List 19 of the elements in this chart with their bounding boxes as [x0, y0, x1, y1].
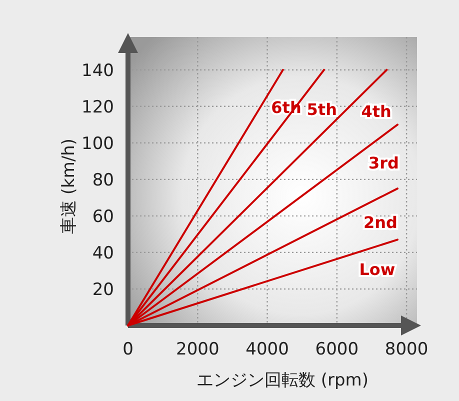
x-tick-label: 4000	[246, 340, 289, 360]
x-tick-label: 6000	[315, 340, 359, 360]
y-tick-label: 80	[92, 170, 114, 190]
series-label: 3rd	[368, 153, 399, 172]
x-tick-label: 2000	[176, 340, 220, 360]
x-tick-label: 0	[122, 340, 134, 360]
y-tick-label: 120	[82, 97, 114, 118]
y-tick-label: 100	[82, 134, 114, 154]
y-tick-label: 40	[92, 243, 114, 264]
y-tick-label: 140	[82, 60, 114, 81]
series-label: 5th	[306, 100, 337, 119]
y-tick-label: 20	[92, 280, 114, 300]
x-tick-label: 8000	[384, 340, 428, 360]
y-tick-label: 60	[92, 206, 114, 227]
y-axis-title: 車速 (km/h)	[59, 138, 79, 234]
x-axis-title: エンジン回転数 (rpm)	[196, 370, 369, 390]
series-label: 4th	[361, 102, 392, 122]
series-label: Low	[359, 260, 396, 280]
series-label: 2nd	[364, 212, 398, 232]
